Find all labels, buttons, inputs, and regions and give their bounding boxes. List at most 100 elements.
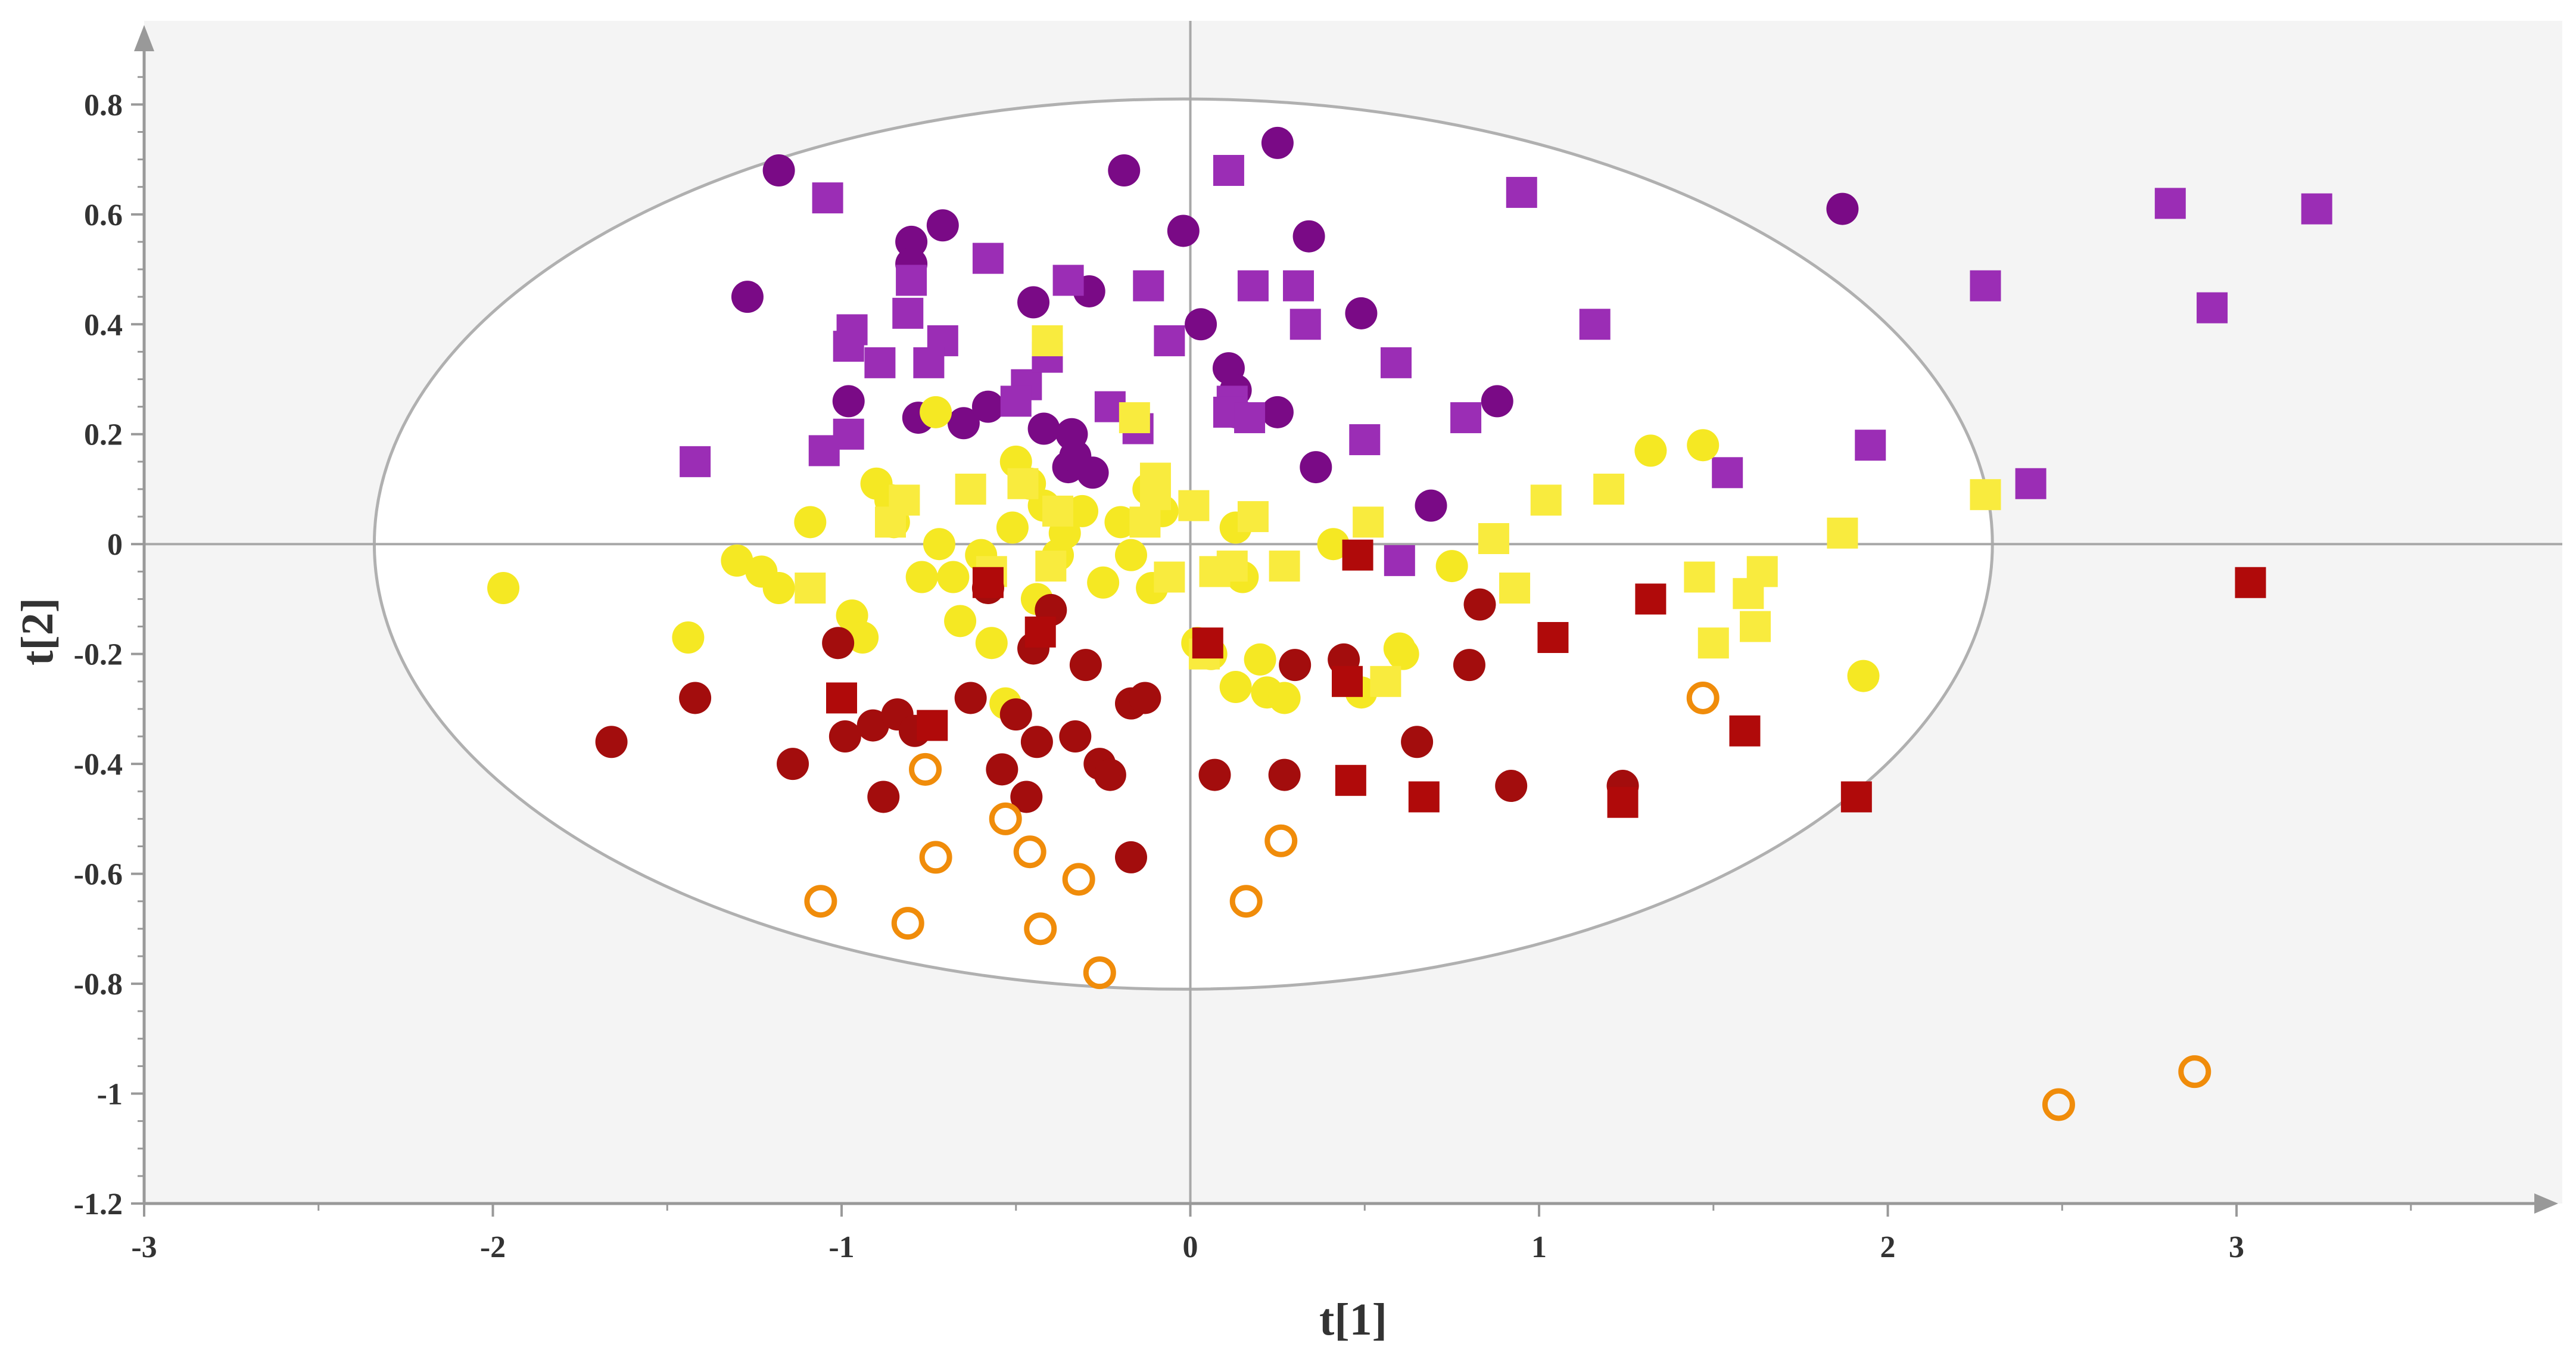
square-point xyxy=(1506,176,1537,208)
square-point xyxy=(1450,402,1482,434)
square-point xyxy=(1970,479,2001,511)
circle-point xyxy=(1069,649,1102,682)
square-point xyxy=(1216,551,1248,582)
y-tick-label: 0.8 xyxy=(84,88,123,122)
square-point xyxy=(1593,473,1625,505)
square-point xyxy=(896,265,927,296)
circle-point xyxy=(1847,660,1880,692)
square-point xyxy=(1342,539,1373,571)
circle-point xyxy=(1481,385,1513,418)
circle-point xyxy=(986,753,1018,786)
x-tick-label: 1 xyxy=(1531,1230,1547,1264)
circle-point xyxy=(672,621,705,654)
open-circle-point xyxy=(1686,681,1720,714)
y-tick-label: 0.2 xyxy=(84,418,123,452)
circle-point xyxy=(1198,758,1231,791)
circle-point xyxy=(926,209,959,242)
square-point xyxy=(955,473,986,505)
square-point xyxy=(892,297,924,329)
square-point xyxy=(1119,402,1150,434)
circle-point xyxy=(1292,220,1325,253)
square-point xyxy=(1530,484,1562,516)
square-point xyxy=(1635,583,1667,615)
square-point xyxy=(1052,265,1084,296)
square-point xyxy=(1035,551,1067,582)
y-tick-label: -0.6 xyxy=(74,858,123,892)
y-axis-ticks: 0.8 0.6 0.4 0.2 0 -0.2 -0.4 -0.6 -0.8 -1 -1.2 xyxy=(74,48,144,1221)
circle-point xyxy=(1185,308,1217,341)
square-point xyxy=(1133,270,1164,301)
circle-point xyxy=(762,154,795,187)
circle-point xyxy=(937,561,970,593)
square-point xyxy=(2197,292,2228,324)
circle-point xyxy=(1027,412,1060,445)
circle-point xyxy=(1261,396,1294,428)
circle-point xyxy=(1268,758,1301,791)
circle-point xyxy=(1463,588,1496,621)
circle-point xyxy=(1415,489,1447,522)
square-point xyxy=(972,242,1004,274)
x-tick-label: -2 xyxy=(480,1230,506,1264)
square-point xyxy=(1289,309,1321,340)
square-point xyxy=(1042,495,1074,527)
series-purple-squares xyxy=(680,155,2332,576)
open-circle-point xyxy=(2042,1088,2075,1121)
y-axis-title: t[2] xyxy=(13,598,63,666)
x-tick-label: 2 xyxy=(1880,1230,1896,1264)
square-point xyxy=(1000,385,1032,417)
circle-point xyxy=(1634,434,1667,467)
y-tick-label: -1 xyxy=(97,1078,123,1112)
open-circle-point xyxy=(1013,835,1046,869)
circle-point xyxy=(1087,566,1120,599)
circle-point xyxy=(721,544,753,577)
square-point xyxy=(680,446,711,477)
square-point xyxy=(1213,155,1244,186)
y-tick-label: -0.4 xyxy=(74,748,123,782)
square-point xyxy=(826,682,858,714)
circle-point xyxy=(867,780,900,813)
square-point xyxy=(1139,479,1171,511)
x-tick-label: 3 xyxy=(2229,1230,2244,1264)
square-point xyxy=(1408,781,1440,813)
square-point xyxy=(1697,627,1729,659)
circle-point xyxy=(1345,297,1378,329)
square-point xyxy=(1332,666,1363,697)
square-point xyxy=(812,182,843,214)
square-point xyxy=(1024,616,1056,648)
square-point xyxy=(1827,517,1858,549)
square-point xyxy=(1269,551,1300,582)
circle-point xyxy=(731,281,764,313)
square-point xyxy=(1970,270,2001,301)
square-point xyxy=(1579,309,1611,340)
circle-point xyxy=(1435,550,1468,583)
circle-point xyxy=(595,726,628,758)
square-point xyxy=(1007,468,1039,499)
square-point xyxy=(1607,786,1639,818)
square-point xyxy=(1237,501,1269,533)
square-point xyxy=(2301,193,2332,225)
square-point xyxy=(1380,347,1412,378)
x-tick-label: -1 xyxy=(828,1230,854,1264)
square-point xyxy=(1740,611,1771,642)
circle-point xyxy=(1453,649,1485,682)
circle-point xyxy=(971,390,1004,423)
circle-point xyxy=(1020,726,1053,758)
square-point xyxy=(1499,572,1531,604)
square-point xyxy=(833,331,864,362)
open-circle-point xyxy=(919,841,952,874)
square-point xyxy=(1349,424,1381,455)
series-red-squares xyxy=(826,539,2266,818)
circle-point xyxy=(822,627,855,660)
y-tick-label: -0.2 xyxy=(74,638,123,672)
square-point xyxy=(2235,567,2266,598)
circle-point xyxy=(1094,758,1126,791)
circle-point xyxy=(996,511,1029,544)
circle-point xyxy=(1219,671,1252,704)
open-circle-point xyxy=(1229,885,1263,918)
circle-point xyxy=(1401,726,1434,758)
open-circle-point xyxy=(989,802,1022,835)
circle-point xyxy=(1167,214,1200,247)
square-point xyxy=(889,484,920,516)
square-point xyxy=(1154,325,1185,356)
